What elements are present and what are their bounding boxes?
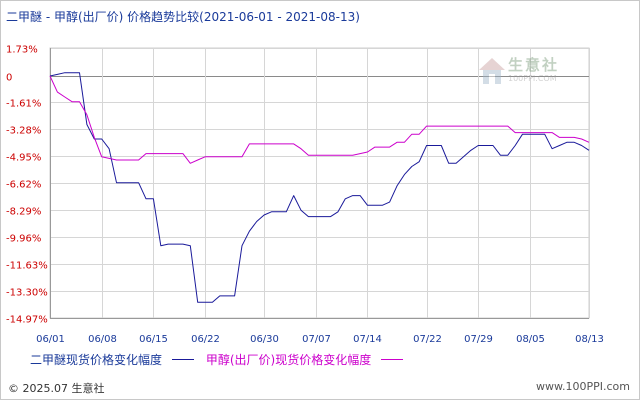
x-ticks: 06/01 06/08 06/15 06/22 06/30 07/07 07/14 07/22… [36, 334, 604, 345]
y-tick-label: 1.73% [6, 45, 38, 56]
x-tick-label: 07/29 [464, 334, 493, 345]
x-tick-label: 06/08 [88, 334, 117, 345]
series-line-2 [49, 75, 590, 164]
y-tick-label: -11.63% [6, 261, 48, 272]
x-tick-label: 07/07 [302, 334, 331, 345]
watermark-url: 100PPI.COM [508, 74, 557, 83]
y-tick-label: -4.95% [6, 153, 41, 164]
footer-copyright: © 2025.07 生意社 [8, 382, 105, 395]
legend-swatch-series1 [172, 359, 195, 360]
legend-label-series1: 二甲醚现货价格变化幅度 [30, 353, 163, 367]
x-tick-label: 07/22 [413, 334, 442, 345]
series-lines [49, 72, 590, 303]
footer-site-link[interactable]: www.100PPI.com [536, 380, 630, 393]
y-tick-label: -8.29% [6, 207, 41, 218]
x-tick-label: 06/01 [36, 334, 65, 345]
y-tick-label: -3.28% [6, 126, 41, 137]
legend-swatch-series2 [381, 359, 404, 360]
y-tick-label: -13.30% [6, 288, 48, 299]
y-tick-label: -9.96% [6, 234, 41, 245]
y-tick-label: -1.61% [6, 99, 41, 110]
legend: 二甲醚现货价格变化幅度 甲醇(出厂价)现货价格变化幅度 [30, 351, 411, 368]
series-line-1 [49, 72, 590, 303]
y-ticks: 1.73% 0 -1.61% -3.28% -4.95% -6.62% -8.29% -9.9… [6, 45, 48, 326]
axes [50, 48, 589, 319]
x-tick-label: 08/13 [575, 334, 604, 345]
watermark-text: 生意社 [508, 56, 560, 74]
grid [49, 47, 590, 319]
x-tick-label: 06/30 [250, 334, 279, 345]
y-tick-label: 0 [6, 73, 12, 84]
x-tick-label: 08/05 [516, 334, 545, 345]
x-tick-label: 06/22 [191, 334, 220, 345]
house-icon [479, 58, 505, 84]
chart-title: 二甲醚 - 甲醇(出厂价) 价格趋势比较(2021-06-01 - 2021-0… [6, 10, 360, 24]
legend-label-series2: 甲醇(出厂价)现货价格变化幅度 [205, 353, 372, 367]
watermark-logo: 生意社 100PPI.COM [478, 54, 588, 90]
x-tick-label: 07/14 [353, 334, 382, 345]
y-tick-label: -14.97% [6, 315, 48, 326]
y-tick-label: -6.62% [6, 180, 41, 191]
x-tick-label: 06/15 [139, 334, 168, 345]
